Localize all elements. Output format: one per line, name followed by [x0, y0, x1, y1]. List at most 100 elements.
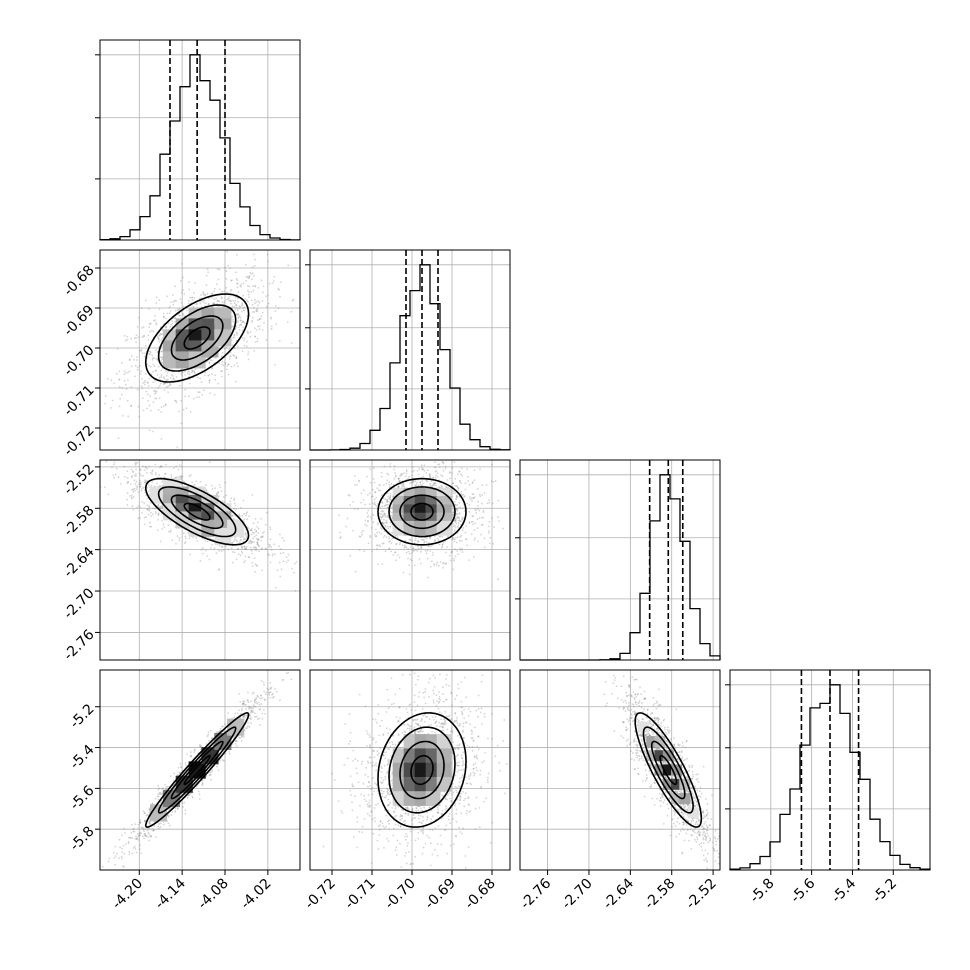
scatter-point — [435, 484, 438, 487]
scatter-point — [287, 559, 289, 562]
scatter-point — [135, 359, 138, 361]
scatter-point — [199, 302, 202, 305]
scatter-point — [188, 371, 191, 373]
scatter-point — [160, 438, 163, 440]
scatter-point — [142, 827, 145, 829]
scatter-point — [437, 463, 439, 466]
scatter-point — [228, 297, 230, 300]
scatter-point — [269, 316, 272, 319]
scatter-point — [143, 381, 146, 384]
scatter-point — [261, 311, 264, 314]
scatter-point — [426, 537, 428, 539]
scatter-point — [211, 543, 214, 546]
scatter-point — [126, 338, 129, 341]
scatter-point — [452, 511, 455, 514]
scatter-point — [152, 507, 155, 510]
scatter-point — [138, 415, 141, 418]
scatter-point — [204, 540, 207, 542]
scatter-point — [230, 365, 233, 368]
scatter-point — [255, 715, 258, 718]
scatter-point — [451, 538, 454, 541]
scatter-point — [134, 463, 137, 466]
scatter-point — [421, 480, 424, 482]
scatter-point — [474, 537, 476, 540]
scatter-point — [141, 336, 144, 339]
scatter-point — [269, 691, 272, 693]
scatter-point — [154, 315, 156, 317]
scatter-point — [143, 523, 146, 526]
scatter-point — [267, 260, 269, 263]
scatter-point — [174, 807, 177, 809]
scatter-point — [389, 540, 391, 542]
scatter-point — [405, 551, 408, 554]
scatter-point — [238, 709, 241, 712]
scatter-point — [236, 313, 238, 316]
scatter-point — [413, 564, 416, 567]
scatter-point — [205, 489, 208, 492]
scatter-point — [147, 334, 150, 337]
scatter-point — [235, 357, 238, 360]
scatter-point — [417, 545, 419, 548]
scatter-point — [383, 534, 386, 537]
scatter-point — [480, 516, 483, 519]
scatter-point — [253, 274, 255, 277]
scatter-point — [253, 350, 256, 352]
scatter-point — [157, 514, 160, 517]
scatter-point — [231, 279, 233, 282]
scatter-point — [113, 857, 116, 859]
scatter-point — [265, 305, 268, 308]
scatter-point — [253, 541, 255, 543]
scatter-point — [380, 532, 383, 535]
scatter-point — [367, 493, 369, 496]
scatter-point — [237, 297, 239, 300]
scatter-point — [441, 461, 444, 463]
scatter-point — [180, 422, 183, 425]
scatter-point — [230, 302, 232, 305]
scatter-point — [478, 517, 481, 519]
scatter-point — [464, 538, 467, 540]
scatter-point — [258, 318, 260, 321]
scatter-point — [274, 586, 277, 589]
scatter-point — [383, 530, 386, 533]
scatter-point — [171, 375, 174, 377]
scatter-point — [290, 310, 293, 313]
scatter-point — [138, 349, 141, 352]
scatter-point — [217, 278, 220, 281]
scatter-point — [147, 454, 149, 456]
scatter-point — [421, 468, 424, 471]
scatter-point — [358, 535, 361, 538]
scatter-point — [244, 533, 247, 536]
scatter-point — [265, 548, 267, 551]
scatter-point — [202, 552, 204, 555]
scatter-point — [152, 401, 155, 403]
scatter-point — [121, 851, 123, 853]
scatter-point — [141, 397, 144, 400]
scatter-point — [147, 399, 150, 402]
scatter-point — [273, 275, 276, 278]
scatter-point — [460, 490, 463, 493]
scatter-point — [455, 508, 458, 510]
scatter-point — [390, 511, 393, 514]
scatter-point — [461, 494, 464, 496]
scatter-point — [193, 748, 196, 751]
scatter-point — [254, 302, 256, 304]
scatter-point — [177, 308, 180, 311]
scatter-point — [452, 490, 455, 493]
scatter-point — [260, 518, 262, 520]
scatter-point — [369, 468, 371, 470]
scatter-point — [249, 717, 252, 719]
scatter-point — [190, 296, 193, 299]
scatter-point — [249, 335, 252, 338]
scatter-point — [229, 500, 231, 503]
scatter-point — [256, 542, 259, 545]
scatter-point — [390, 550, 393, 553]
scatter-point — [277, 307, 280, 309]
scatter-point — [177, 766, 180, 769]
scatter-point — [155, 349, 157, 351]
scatter-point — [115, 372, 118, 375]
scatter-point — [211, 484, 213, 487]
scatter-point — [242, 326, 245, 328]
scatter-point — [441, 543, 444, 546]
scatter-point — [157, 529, 159, 532]
scatter-point — [165, 378, 168, 381]
